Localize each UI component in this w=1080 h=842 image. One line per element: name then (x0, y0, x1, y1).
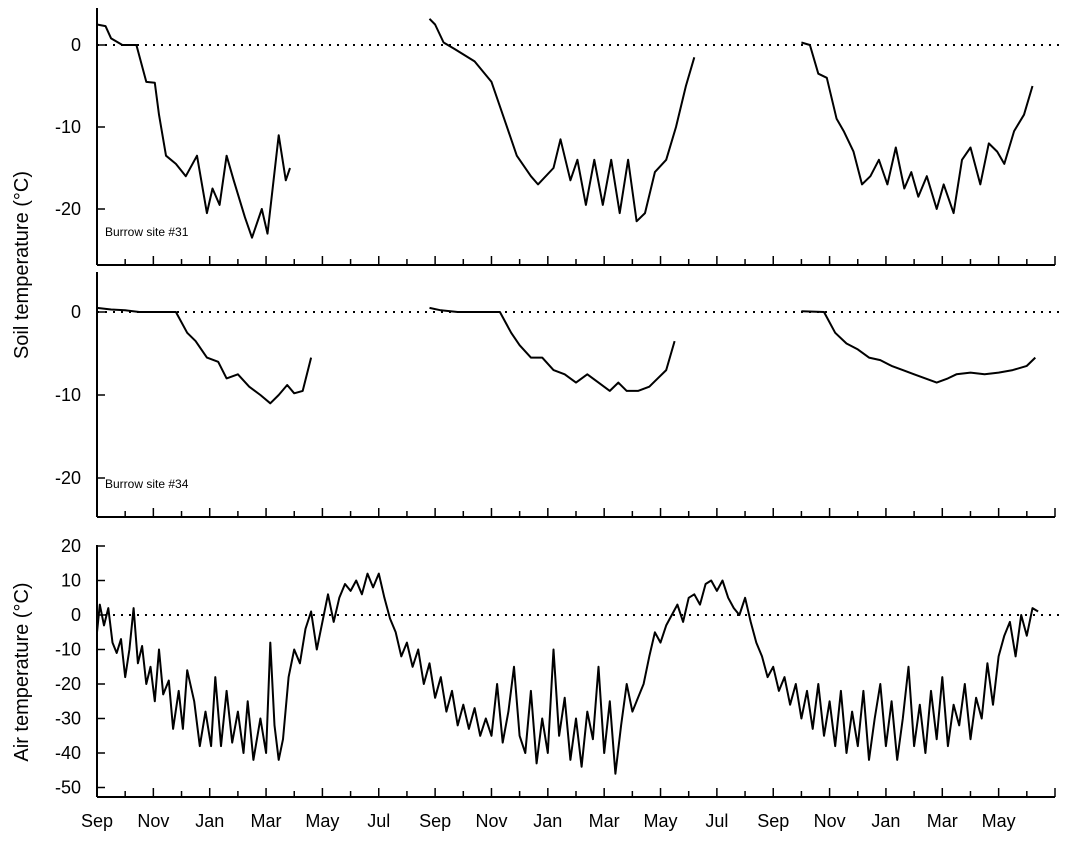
x-tick-label: May (644, 811, 678, 831)
x-tick-label: Sep (757, 811, 789, 831)
y-tick-label: -10 (55, 640, 81, 660)
panel-label: Burrow site #31 (105, 225, 189, 239)
series-line-segment-1 (96, 306, 313, 405)
y-tick-label: 0 (71, 35, 81, 55)
panel-label: Burrow site #34 (105, 477, 189, 491)
x-tick-label: Mar (589, 811, 620, 831)
x-tick-label: Mar (251, 811, 282, 831)
x-tick-label: May (305, 811, 339, 831)
x-tick-label: May (982, 811, 1016, 831)
x-tick-label: Jan (533, 811, 562, 831)
panel-3: 20 10 0 -10 -20 -30 -40 -50 (55, 536, 1065, 798)
x-tick-label: Nov (814, 811, 846, 831)
series-line-segment-2 (428, 18, 696, 223)
x-tick-label: Jul (705, 811, 728, 831)
y-tick-label: 10 (61, 571, 81, 591)
x-tick-label: Sep (81, 811, 113, 831)
air-y-axis-title: Air temperature (°C) (11, 582, 33, 761)
x-tick-label: Jul (367, 811, 390, 831)
x-tick-label: Nov (137, 811, 169, 831)
y-tick-label: 20 (61, 536, 81, 556)
y-tick-label: -20 (55, 468, 81, 488)
x-tick-label: Sep (419, 811, 451, 831)
soil-y-axis-title: Soil temperature (°C) (11, 171, 33, 359)
series-line-segment-3 (801, 41, 1034, 215)
y-tick-label: 0 (71, 302, 81, 322)
y-tick-label: -50 (55, 778, 81, 798)
y-tick-label: -40 (55, 743, 81, 763)
y-tick-label: 0 (71, 605, 81, 625)
series-line-segment-2 (429, 306, 676, 392)
series-line-segment-3 (801, 310, 1036, 384)
x-tick-label: Jan (195, 811, 224, 831)
series-line-segment-1 (96, 23, 291, 239)
x-tick-label: Mar (927, 811, 958, 831)
panel-2: 0 -10 -20 Burrow site #34 (55, 272, 1065, 518)
panel-1: 0 -10 -20 Burrow site #31 (55, 8, 1065, 266)
x-tick-label: Jan (871, 811, 900, 831)
x-tick-labels: Sep Nov Jan Mar May Jul Sep Nov Jan Mar May Jul Sep N… (81, 811, 1016, 831)
y-tick-label: -10 (55, 385, 81, 405)
x-tick-label: Nov (475, 811, 507, 831)
y-tick-label: -10 (55, 117, 81, 137)
y-tick-label: -20 (55, 674, 81, 694)
y-tick-label: -30 (55, 709, 81, 729)
y-tick-label: -20 (55, 199, 81, 219)
series-line-segment-1 (96, 572, 1039, 775)
